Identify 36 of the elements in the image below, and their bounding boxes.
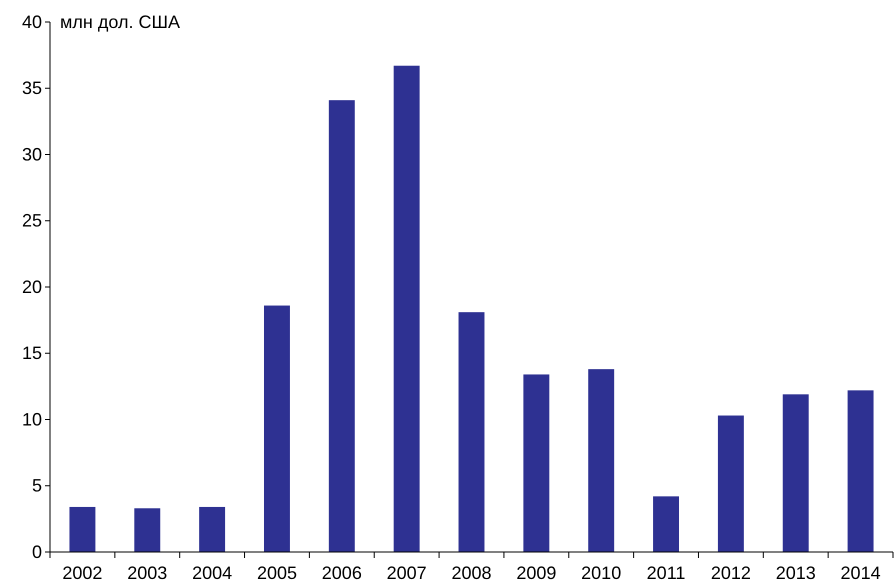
bar bbox=[653, 496, 680, 552]
bar bbox=[782, 394, 809, 552]
x-tick-label: 2013 bbox=[776, 563, 816, 583]
bar bbox=[134, 508, 160, 552]
y-tick-label: 20 bbox=[22, 276, 42, 297]
x-tick-label: 2002 bbox=[62, 563, 102, 583]
x-tick-label: 2004 bbox=[192, 563, 232, 583]
x-tick-label: 2006 bbox=[322, 563, 362, 583]
y-axis-title: млн дол. США bbox=[60, 12, 180, 32]
bar bbox=[523, 374, 550, 552]
bar bbox=[588, 369, 614, 552]
x-tick-label: 2003 bbox=[127, 563, 168, 583]
bar bbox=[394, 66, 420, 552]
bar bbox=[718, 416, 744, 552]
y-tick-label: 15 bbox=[22, 343, 42, 364]
x-tick-label: 2008 bbox=[451, 563, 492, 583]
x-tick-label: 2010 bbox=[581, 563, 622, 583]
y-tick-label: 10 bbox=[22, 409, 42, 430]
bar bbox=[328, 100, 355, 552]
x-tick-label: 2007 bbox=[386, 563, 427, 583]
y-tick-label: 35 bbox=[22, 78, 42, 98]
bar bbox=[199, 506, 226, 552]
x-tick-label: 2012 bbox=[710, 563, 751, 583]
y-tick-label: 40 bbox=[22, 12, 42, 32]
x-tick-label: 2009 bbox=[516, 563, 556, 583]
bar bbox=[264, 306, 290, 552]
bar bbox=[458, 312, 484, 552]
y-tick-label: 5 bbox=[32, 476, 42, 496]
y-tick-label: 30 bbox=[22, 144, 42, 164]
y-tick-label: 0 bbox=[32, 542, 42, 562]
x-tick-label: 2011 bbox=[646, 563, 686, 583]
x-tick-label: 2014 bbox=[840, 563, 881, 583]
bar bbox=[848, 390, 874, 552]
bar bbox=[69, 506, 96, 552]
x-tick-label: 2005 bbox=[256, 563, 297, 583]
y-tick-label: 25 bbox=[22, 210, 42, 231]
